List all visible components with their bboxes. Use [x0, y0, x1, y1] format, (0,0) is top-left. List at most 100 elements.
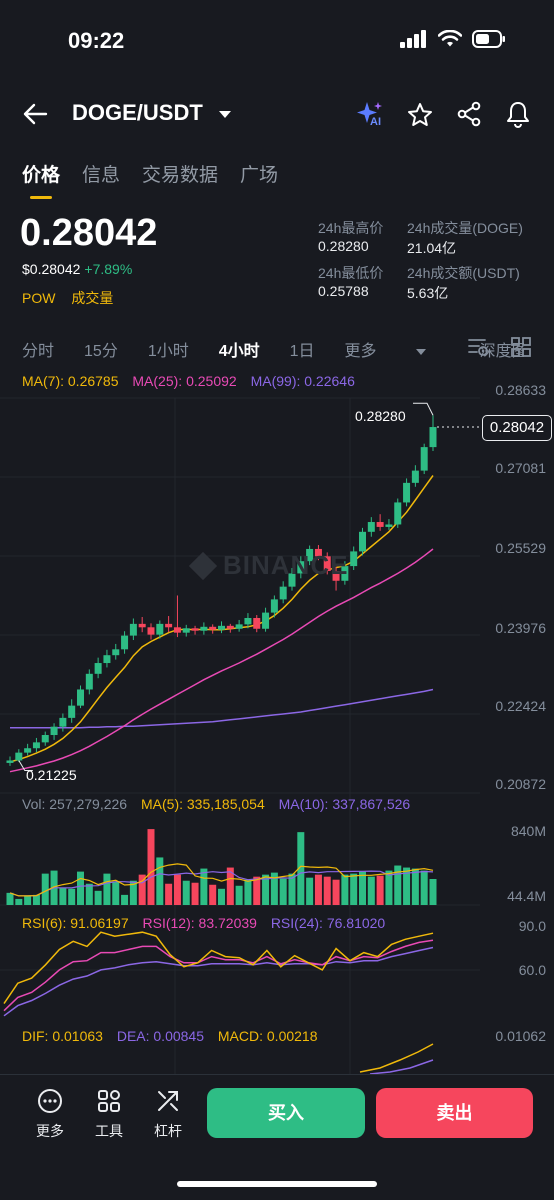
volume-bar: [182, 880, 190, 905]
wifi-icon: [438, 30, 462, 47]
dea-label: DEA: 0.00845: [116, 1028, 204, 1044]
tab-info[interactable]: 信息: [82, 165, 121, 186]
grid-layout-icon[interactable]: [511, 337, 531, 357]
candle-body: [279, 586, 287, 600]
yaxis-label: 0.28633: [495, 382, 546, 398]
candle-body: [121, 635, 129, 650]
macd-legend: DIF: 0.01063 DEA: 0.00845 MACD: 0.00218: [22, 1028, 318, 1044]
candle-body: [270, 599, 278, 613]
ma99-line: [10, 688, 434, 729]
low-label: 24h最低价: [318, 265, 384, 281]
volume-bar: [6, 892, 14, 905]
tf-4h[interactable]: 4小时: [218, 343, 260, 360]
yaxis-label: 0.20872: [495, 776, 546, 792]
watermark-text: BINANCE: [223, 550, 349, 580]
candle-body: [314, 548, 322, 557]
tf-1d[interactable]: 1日: [289, 343, 315, 360]
ma-legend: MA(7): 0.26785 MA(25): 0.25092 MA(99): 0…: [22, 373, 355, 389]
back-arrow-icon[interactable]: [22, 102, 48, 126]
volume-bar: [200, 868, 208, 905]
candle-body: [350, 551, 358, 567]
candle-body: [32, 742, 40, 749]
candle-body: [226, 625, 234, 629]
candle-body: [147, 627, 155, 635]
binance-watermark: BINANCE: [188, 550, 349, 581]
volume-bar: [32, 894, 40, 905]
binance-logo-icon: [188, 551, 218, 581]
bell-icon[interactable]: [505, 100, 531, 128]
volume-bar: [156, 857, 164, 905]
candle-body: [15, 752, 23, 761]
tf-more[interactable]: 更多: [345, 337, 456, 361]
volume-bar: [314, 874, 322, 905]
volume-bar: [359, 871, 366, 905]
sparkle-ai-icon: [357, 102, 382, 123]
tools-button[interactable]: 工具: [89, 1088, 129, 1141]
candle-body: [376, 522, 384, 527]
ai-button[interactable]: AI: [356, 100, 386, 130]
vol-yaxis-top: 840M: [510, 823, 546, 839]
volume-bar: [279, 878, 287, 905]
rsi6-line: [3, 931, 434, 1005]
candle-body: [41, 735, 49, 743]
tag-pow[interactable]: POW: [22, 290, 56, 306]
leverage-arrows-icon: [158, 1091, 178, 1111]
tab-price[interactable]: 价格: [22, 160, 60, 199]
volume-bar: [59, 887, 67, 905]
tf-15m[interactable]: 15分: [84, 343, 118, 360]
candle-body: [68, 705, 76, 718]
candle-body: [403, 482, 411, 503]
ai-badge: AI: [370, 116, 381, 128]
ma7-line: [9, 475, 434, 763]
volume-bar: [15, 898, 23, 905]
yaxis-label: 0.23976: [495, 620, 546, 636]
yaxis-label: 0.22424: [495, 698, 546, 714]
vol-ma10-label: MA(10): 337,867,526: [278, 796, 411, 812]
more-button[interactable]: 更多: [30, 1088, 70, 1141]
buy-button[interactable]: 买入: [207, 1088, 365, 1138]
chevron-down-icon: [218, 110, 231, 118]
indicator-settings-icon[interactable]: [467, 336, 489, 358]
volume-bar: [297, 832, 305, 905]
vol-doge-label: 24h成交量(DOGE): [407, 220, 523, 236]
rsi12-line: [3, 939, 434, 1012]
vol-usdt-value: 5.63亿: [407, 285, 449, 301]
volume-bar: [226, 867, 234, 905]
candle-body: [85, 673, 93, 690]
ma25-line: [9, 548, 434, 773]
leverage-button[interactable]: 杠杆: [148, 1088, 188, 1141]
sell-button[interactable]: 卖出: [376, 1088, 533, 1138]
candle-body: [103, 655, 111, 664]
candle-body: [94, 663, 102, 674]
tf-1h[interactable]: 1小时: [147, 343, 189, 360]
candle-body: [209, 626, 217, 630]
candle-body: [385, 524, 393, 527]
trading-pair-title[interactable]: DOGE/USDT: [72, 100, 231, 126]
tab-trading-data[interactable]: 交易数据: [142, 165, 219, 186]
volume-bar: [41, 873, 49, 905]
last-price: 0.28042: [20, 212, 158, 254]
tf-line[interactable]: 分时: [22, 343, 55, 360]
volume-bar: [85, 883, 93, 905]
star-icon[interactable]: [407, 102, 433, 128]
tab-square[interactable]: 广场: [240, 165, 279, 186]
candle-body: [323, 556, 331, 571]
volume-bar: [429, 878, 437, 905]
candle-body: [191, 628, 199, 631]
candle-body: [411, 470, 419, 483]
volume-bar: [68, 888, 76, 905]
low-marker-line: [18, 760, 33, 771]
candle-body: [165, 623, 173, 628]
ma7-label: MA(7): 0.26785: [22, 373, 119, 389]
volume-bar: [288, 873, 296, 905]
volume-bar: [244, 879, 252, 905]
vol-ma5-label: MA(5): 335,185,054: [141, 796, 265, 812]
rsi12-label: RSI(12): 83.72039: [142, 915, 257, 931]
share-icon[interactable]: [456, 101, 482, 127]
price-chart[interactable]: [0, 380, 554, 1074]
rsi24-label: RSI(24): 76.81020: [270, 915, 386, 931]
tag-volume[interactable]: 成交量: [71, 290, 114, 306]
candle-body: [359, 531, 366, 552]
volume-bar: [323, 876, 331, 905]
volume-bar: [306, 877, 314, 905]
